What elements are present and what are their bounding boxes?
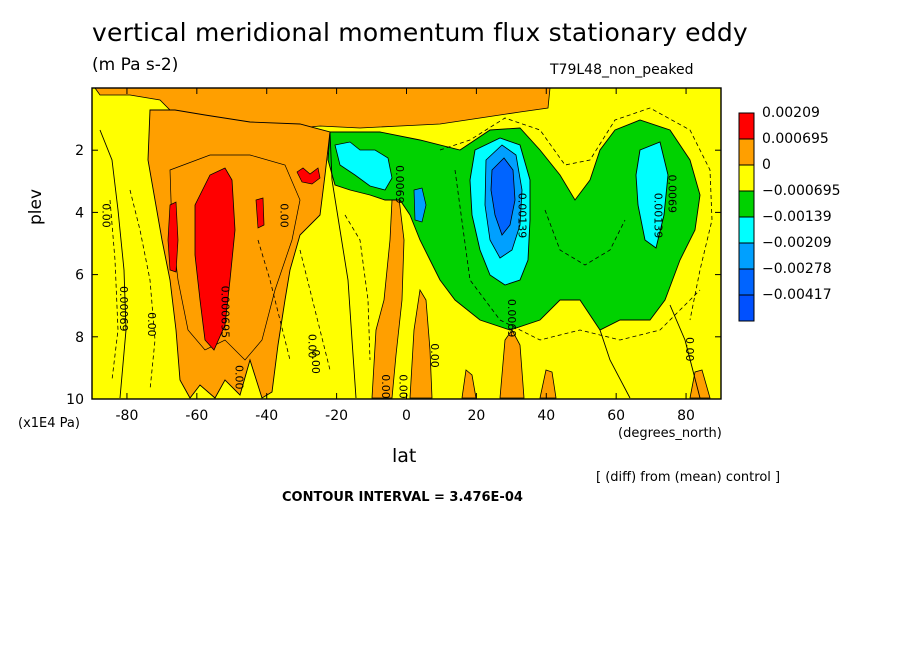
chart-title: vertical meridional momentum flux statio… xyxy=(92,18,748,47)
x-axis-unit: (degrees_north) xyxy=(618,426,722,441)
legend-label: −0.00139 xyxy=(762,209,832,225)
positive-region-south xyxy=(147,109,331,399)
y-axis-unit: (x1E4 Pa) xyxy=(18,416,80,431)
strong-positive-cell-3 xyxy=(255,197,265,229)
legend-label: 0.00209 xyxy=(762,105,820,121)
legend-swatch xyxy=(738,294,755,322)
legend-swatch xyxy=(738,190,755,218)
contour-label: 0.00139 xyxy=(652,193,665,239)
legend-swatch xyxy=(738,164,755,192)
y-axis: 2 4 6 8 10 xyxy=(66,143,721,408)
contour-label: 0.00 xyxy=(428,343,441,368)
contour-label: 0.00 xyxy=(145,312,158,337)
comparison-note: [ (diff) from (mean) control ] xyxy=(596,470,781,485)
positive-stalk-equator-5 xyxy=(539,369,557,399)
contour-label: 0.00 xyxy=(683,337,696,362)
y-tick-label: 4 xyxy=(75,205,84,221)
x-tick-label: -40 xyxy=(255,408,278,424)
run-label: T79L48_non_peaked xyxy=(550,62,694,78)
x-tick-label: -20 xyxy=(325,408,348,424)
negative-core-nh-subtropic-deep xyxy=(490,157,516,236)
contour-label: 0.00 xyxy=(379,374,392,399)
contour-label: 0.00 xyxy=(232,365,245,390)
contour-label: 0.0069 xyxy=(393,165,406,204)
contour-interval: CONTOUR INTERVAL = 3.476E-04 xyxy=(282,490,523,505)
x-tick-label: -60 xyxy=(185,408,208,424)
chart-units: (m Pa s-2) xyxy=(92,55,179,75)
negative-core-equatorial xyxy=(413,187,427,223)
positive-stalk-equator-4 xyxy=(499,329,525,399)
positive-stalk-equator-3 xyxy=(461,369,477,399)
positive-stalk-equator-2 xyxy=(409,288,433,399)
zero-contours xyxy=(99,129,701,399)
x-axis: -80 -60 -40 -20 0 20 40 60 80 xyxy=(116,88,695,424)
legend-label: −0.00209 xyxy=(762,235,832,251)
legend-swatch xyxy=(738,112,755,140)
x-tick-label: 60 xyxy=(607,408,625,424)
legend-swatch xyxy=(738,216,755,244)
contour-label: 0.00 xyxy=(278,203,291,228)
legend-label: 0 xyxy=(762,157,771,173)
contour-label: 0.00 xyxy=(99,203,112,228)
legend-swatch xyxy=(738,268,755,296)
legend-label: −0.00278 xyxy=(762,261,832,277)
legend-label: 0.000695 xyxy=(762,131,829,147)
strong-positive-cell-1 xyxy=(194,167,236,351)
legend-swatch xyxy=(738,242,755,270)
y-tick-label: 8 xyxy=(75,330,84,346)
contour-field xyxy=(92,88,721,399)
contour-labels: 0.000.00069 0.00 0.0006950.000.000.000.000… xyxy=(99,165,696,399)
x-tick-label: 40 xyxy=(537,408,555,424)
x-tick-label: 0 xyxy=(402,408,411,424)
contour-label: 0.000695 xyxy=(218,286,231,339)
positive-region-south-ring xyxy=(169,154,301,361)
strong-positive-cell-4 xyxy=(296,167,321,185)
contour-label: 0.00 xyxy=(306,334,319,359)
legend-label: −0.00417 xyxy=(762,287,832,303)
strong-positive-cell-2 xyxy=(167,201,179,273)
y-axis-label: plev xyxy=(26,188,46,225)
y-tick-label: 10 xyxy=(66,392,84,408)
y-tick-label: 2 xyxy=(75,143,84,159)
negative-contours xyxy=(109,107,713,391)
x-tick-label: 80 xyxy=(677,408,695,424)
legend-label: −0.000695 xyxy=(762,183,841,199)
x-tick-label: -80 xyxy=(116,408,139,424)
contour-label: 0.00 xyxy=(397,374,410,399)
contour-label: 0.00 xyxy=(309,349,322,374)
x-axis-label: lat xyxy=(392,445,417,467)
contour-label: 0.0069 xyxy=(505,299,518,338)
negative-region-equatorial-cyan xyxy=(334,141,393,191)
y-tick-label: 6 xyxy=(75,268,84,284)
negative-region-nh-midlat-cyan xyxy=(635,141,669,249)
x-tick-label: 20 xyxy=(467,408,485,424)
contour-label: 0.00139 xyxy=(515,193,528,239)
legend-swatch xyxy=(738,138,755,166)
contour-label: 0.0069 xyxy=(666,174,679,213)
color-legend: 0.00209 0.000695 0 −0.000695 −0.00139 −0.0020… xyxy=(738,105,841,322)
contour-label: 0.00069 xyxy=(117,286,130,332)
